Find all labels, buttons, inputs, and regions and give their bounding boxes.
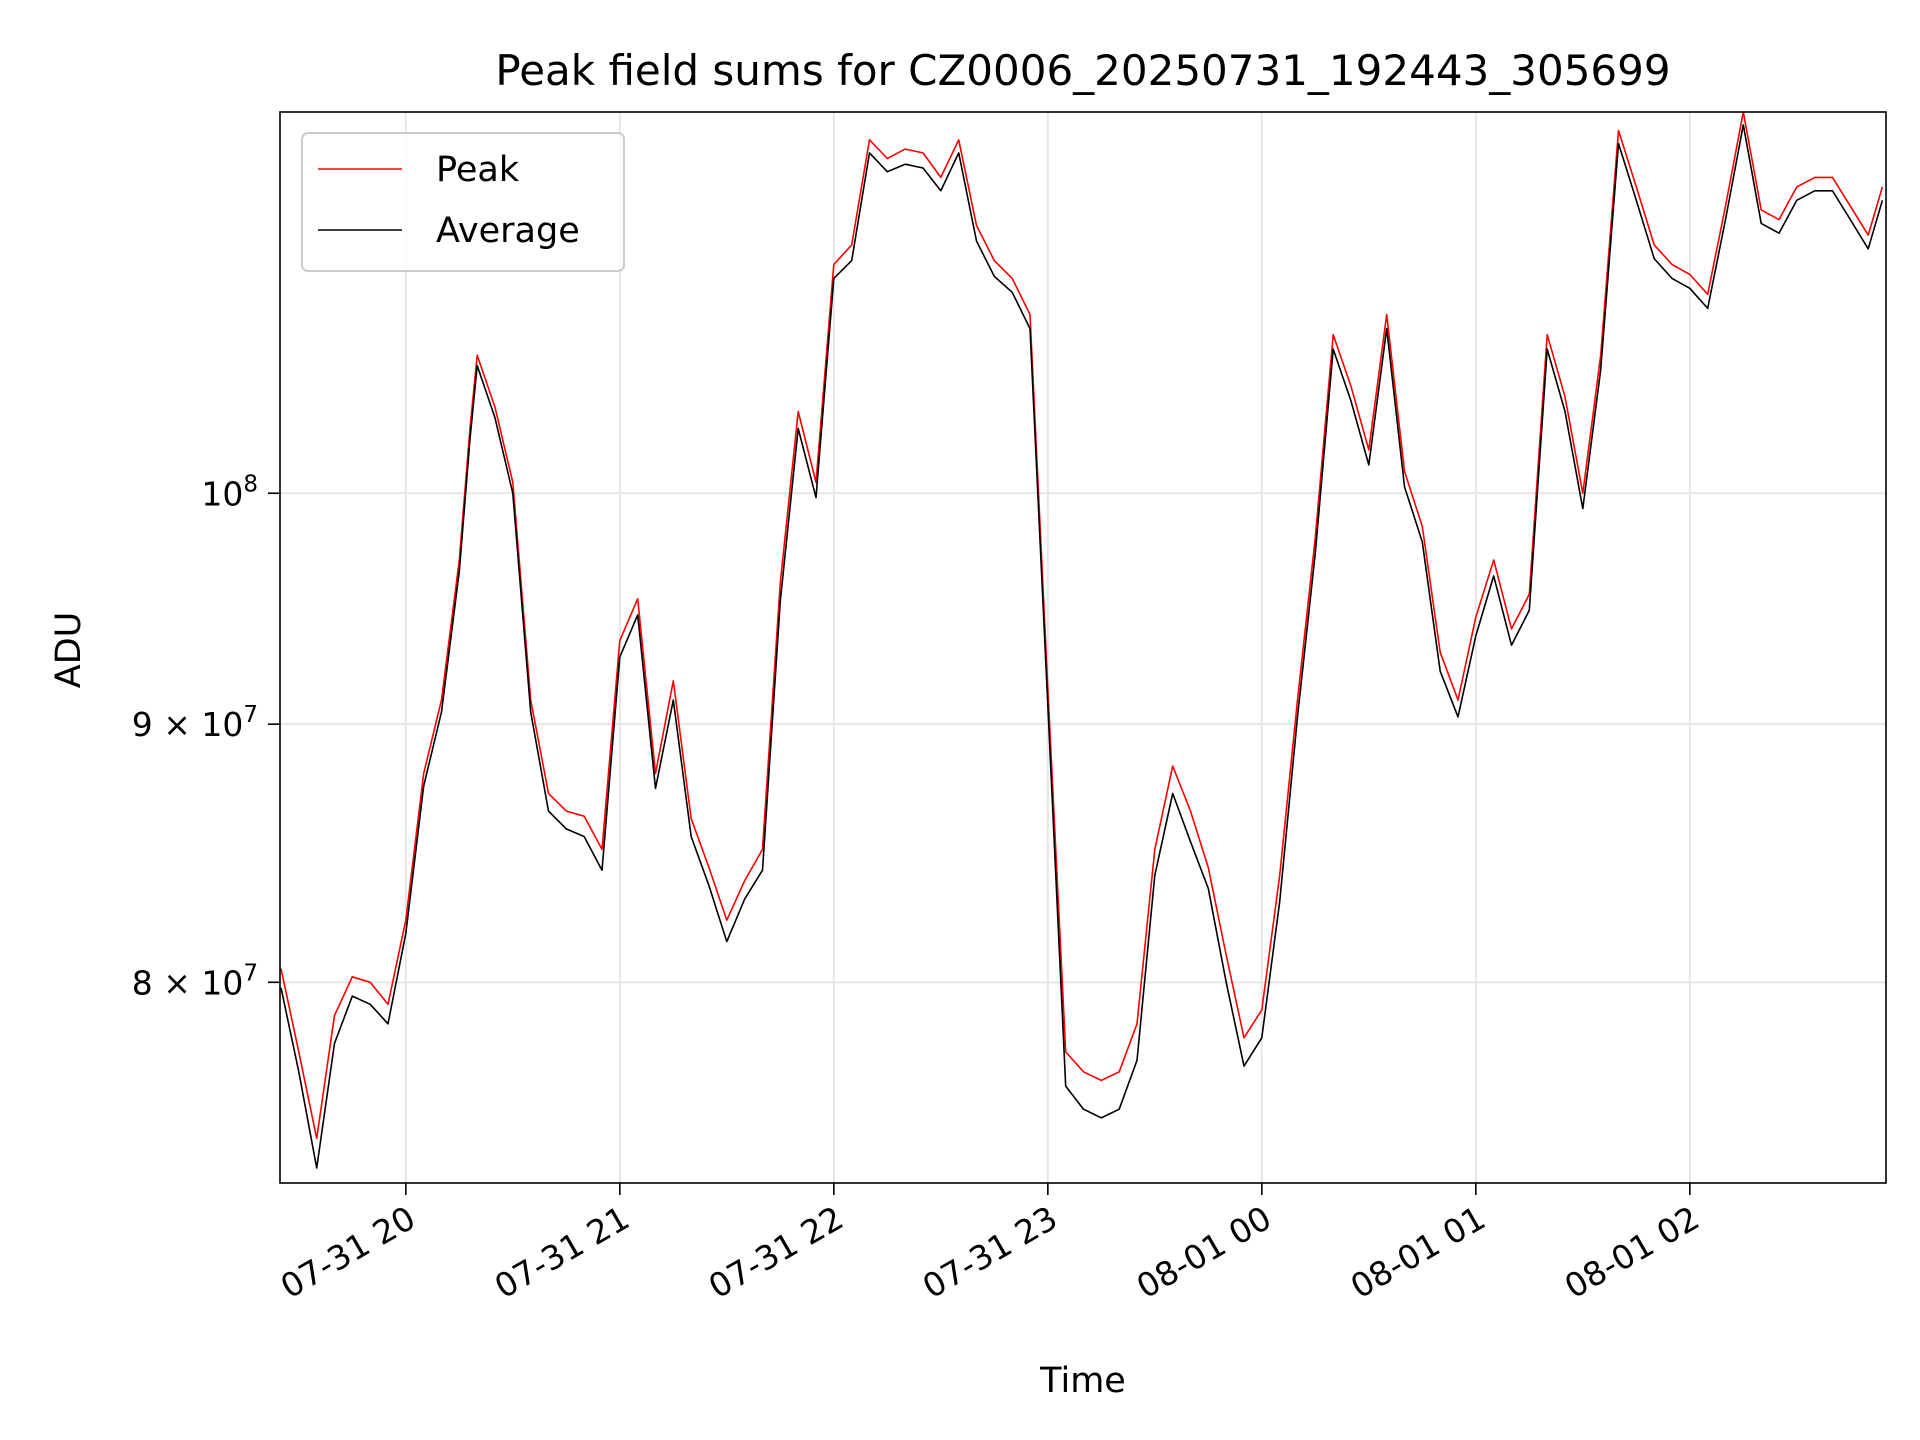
series-line-average	[280, 124, 1884, 1169]
y-axis-label: ADU	[49, 612, 89, 689]
legend-peak-label: Peak	[436, 150, 520, 190]
y-axis-ticks: 8 × 107 9 × 107 108	[132, 471, 280, 1002]
legend: Peak Average	[301, 132, 625, 272]
legend-average-label: Average	[436, 211, 580, 251]
plot-frame	[279, 111, 1887, 1184]
y-tick-label: 8 × 107	[132, 960, 258, 1002]
chart-title: Peak field sums for CZ0006_20250731_1924…	[495, 46, 1670, 95]
y-tick-label: 108	[201, 471, 258, 513]
y-tick-label: 9 × 107	[132, 702, 258, 744]
series-line-peak	[280, 112, 1884, 1140]
series-lines	[280, 112, 1884, 1169]
grid-lines	[280, 112, 1886, 1183]
legend-box	[301, 132, 625, 272]
x-axis-label: Time	[1039, 1361, 1126, 1401]
